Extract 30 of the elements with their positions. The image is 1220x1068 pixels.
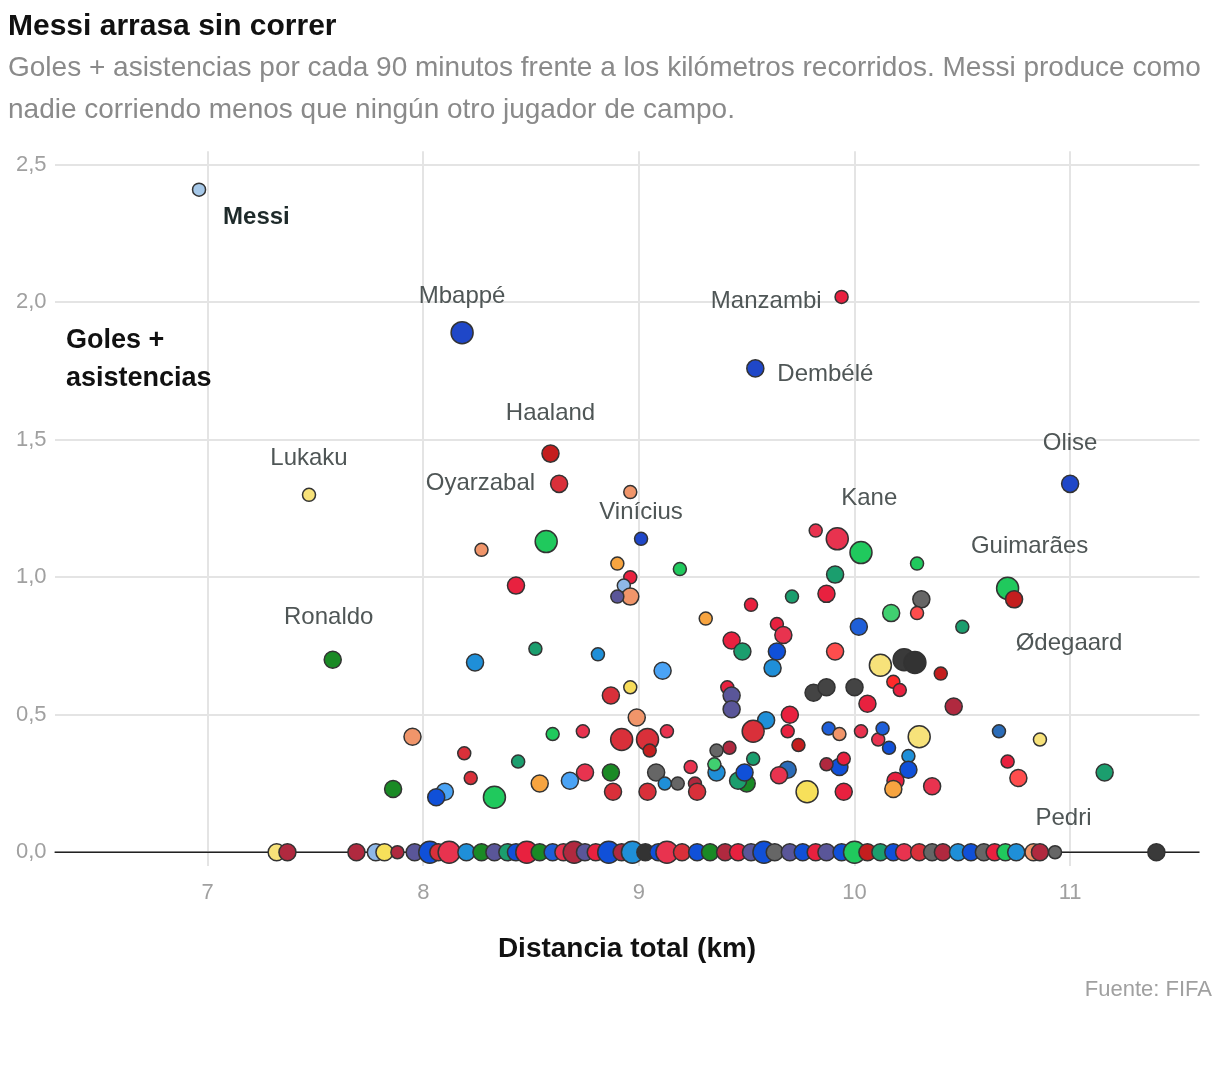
y-tick-label: 2,0 xyxy=(15,288,47,314)
annotation: Vinícius xyxy=(599,497,683,525)
chart-subtitle: Goles + asistencias por cada 90 minutos frente a los kilómetros recorridos. Messi produce como nadie corriendo menos que ningún otro jugador de campo. xyxy=(8,50,1202,126)
x-tick-label: 7 xyxy=(201,879,214,905)
source-note: Fuente: FIFA xyxy=(1083,976,1212,1002)
annotation: Ødegaard xyxy=(1015,627,1123,655)
annotation: Manzambi xyxy=(710,285,822,313)
annotation: Messi xyxy=(223,202,290,230)
annotation: Guimarães xyxy=(970,530,1089,558)
annotation: Haaland xyxy=(505,398,596,426)
y-tick-label: 1,0 xyxy=(15,563,47,589)
y-tick-label: 0,0 xyxy=(15,838,47,864)
y-axis-title: Goles + asistencias xyxy=(66,323,213,394)
x-axis-title: Distancia total (km) xyxy=(497,931,757,963)
annotation: Kane xyxy=(841,483,898,511)
x-tick-label: 8 xyxy=(417,879,430,905)
annotation: Ronaldo xyxy=(284,602,374,630)
y-tick-label: 2,5 xyxy=(15,151,47,177)
annotation: Olise xyxy=(1042,428,1098,456)
annotation: Oyarzabal xyxy=(425,468,536,496)
annotation: Pedri xyxy=(1035,802,1092,830)
annotation: Dembélé xyxy=(777,359,874,387)
x-tick-label: 10 xyxy=(842,879,867,905)
x-tick-label: 9 xyxy=(632,879,646,905)
y-tick-label: 0,5 xyxy=(15,700,47,726)
y-tick-label: 1,5 xyxy=(15,425,47,451)
annotation: Lukaku xyxy=(270,443,348,471)
chart-title: Messi arrasa sin correr xyxy=(8,8,338,42)
annotation: Mbappé xyxy=(418,281,506,309)
x-tick-label: 11 xyxy=(1058,879,1082,905)
